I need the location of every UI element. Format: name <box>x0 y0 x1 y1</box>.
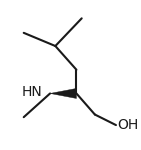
Polygon shape <box>50 88 76 98</box>
Text: HN: HN <box>21 85 42 99</box>
Text: OH: OH <box>117 118 138 132</box>
